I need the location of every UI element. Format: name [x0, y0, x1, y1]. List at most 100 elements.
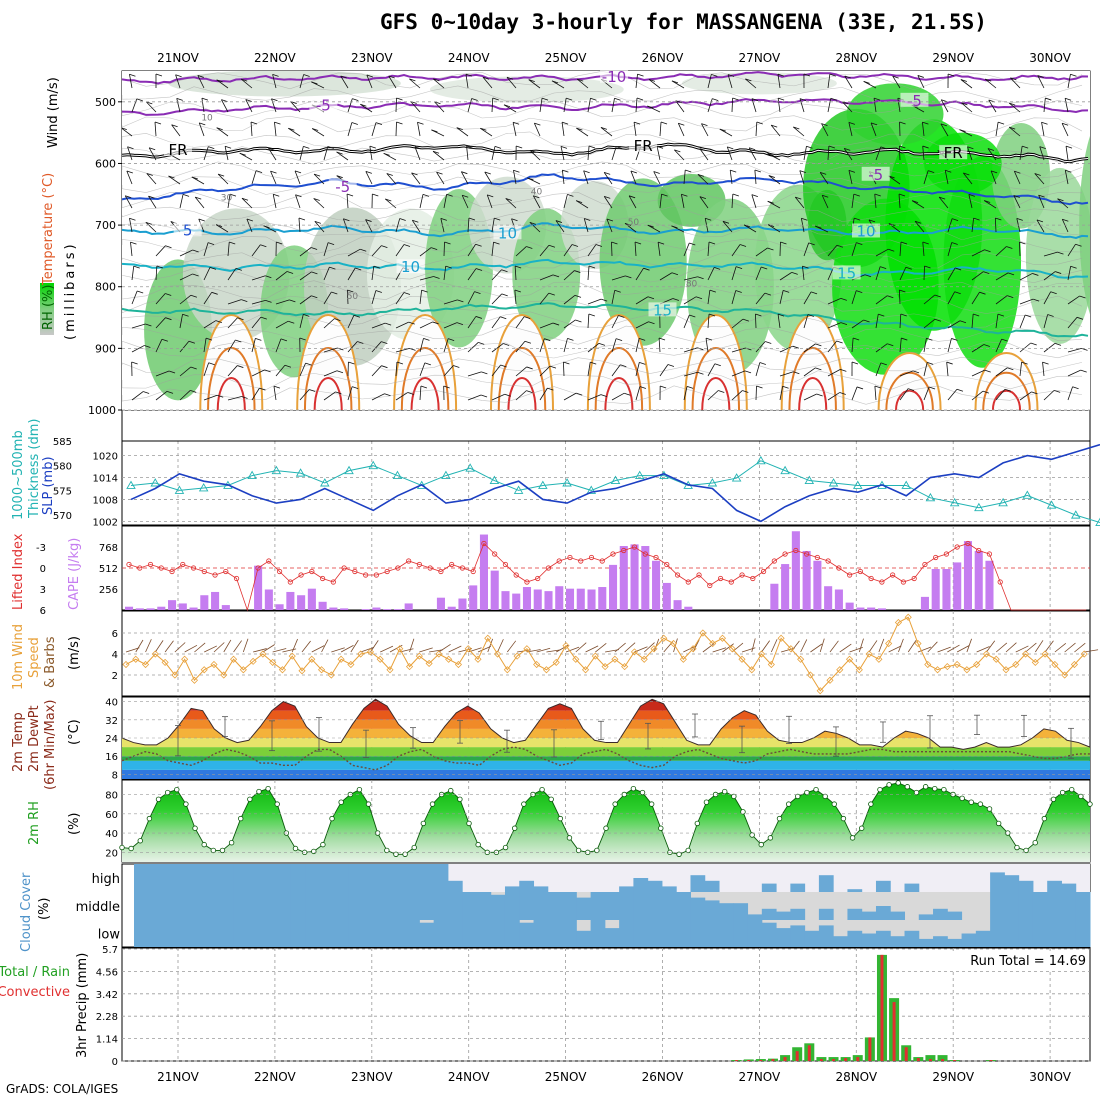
wind-barb-feather — [926, 337, 933, 341]
li-marker — [890, 572, 896, 578]
cloud-cell — [476, 920, 492, 947]
li-marker — [180, 561, 186, 568]
temp-band — [122, 728, 1090, 738]
wind-barb-feather — [588, 145, 596, 149]
wind-barb-feather — [777, 313, 785, 317]
wind-barb — [155, 391, 168, 401]
wind-barb-feather — [1041, 121, 1048, 125]
thickness-marker — [126, 480, 136, 489]
li-marker — [255, 565, 261, 571]
wind-barb-feather — [512, 121, 520, 125]
wind-barb-feather — [468, 217, 476, 221]
wind-barb — [346, 289, 349, 305]
temp2m-unit: (°C) — [67, 719, 82, 745]
warm-plume-outline — [296, 314, 361, 410]
cloud-cell — [733, 903, 749, 920]
date-label-top: 25NOV — [545, 51, 587, 65]
wind-barb-feather — [268, 147, 275, 151]
wind-barb — [707, 267, 715, 281]
cloud-cell — [276, 892, 292, 920]
precip-tick-label: 5.7 — [102, 945, 118, 956]
wind-barb — [443, 338, 449, 353]
wind-barb-feather — [1009, 126, 1016, 130]
wind-barb — [659, 272, 673, 281]
wind10-marker — [396, 645, 404, 653]
wind-barb-feather — [853, 217, 861, 221]
wind-barb-feather — [456, 322, 464, 326]
warm-plume-outline — [683, 314, 748, 410]
wind10-marker — [845, 655, 854, 663]
wind-barb — [635, 267, 644, 281]
li-marker — [900, 579, 907, 585]
wind-barb — [503, 104, 517, 113]
wind-barb-feather — [852, 337, 860, 341]
wind-barb-feather — [1055, 271, 1062, 274]
isotherm-label: 15 — [837, 264, 856, 282]
wind-barb-feather — [1006, 246, 1013, 249]
rh-contour — [122, 160, 1083, 180]
isotherm-label: 5 — [183, 221, 193, 239]
cape-bar — [867, 607, 876, 610]
isotherm-label-bg — [900, 92, 929, 107]
wind-barb-feather — [311, 81, 318, 85]
pressure-tick-label: 600 — [95, 157, 116, 170]
li-marker — [599, 558, 605, 564]
cloud-cell — [847, 889, 863, 892]
wind-barb-feather — [433, 78, 440, 82]
wind-barb-feather — [1031, 391, 1038, 395]
wind10-tick-label: 6 — [112, 629, 118, 640]
wind-barb-feather — [501, 269, 508, 273]
wind-barb-feather — [195, 196, 202, 200]
wind-barb — [395, 244, 405, 257]
wind-barb-feather — [584, 218, 591, 221]
wind-barb — [827, 244, 838, 257]
pressure-tick-label: 700 — [95, 219, 116, 232]
cloud-cell — [504, 886, 520, 892]
wind-barb-feather — [136, 98, 143, 102]
wind-barb — [754, 170, 757, 185]
isotherm-label-bg — [309, 97, 338, 112]
li-marker — [814, 554, 820, 561]
wind-barb-feather — [973, 217, 980, 221]
isotherm-label: 10 — [401, 258, 420, 276]
li-marker — [395, 565, 401, 571]
wind10-barb — [770, 639, 778, 653]
wind-barb-feather — [466, 145, 473, 149]
wind-barb-feather — [742, 390, 749, 393]
cloud-cell — [633, 878, 649, 892]
wind-barb — [409, 78, 421, 89]
wind-barb-feather — [239, 152, 246, 156]
wind-barb — [395, 121, 397, 137]
wind-barb — [539, 365, 551, 377]
wind-barb — [227, 299, 242, 305]
isotherm-label: -5 — [868, 166, 883, 184]
temp2m-fill-group — [122, 699, 1090, 779]
wind-barb — [923, 265, 925, 281]
wind10-marker — [836, 666, 844, 674]
cloud-cell — [1004, 920, 1020, 947]
wind-barb-feather — [851, 361, 859, 365]
wind-barb — [168, 175, 181, 185]
wind-barb — [947, 388, 958, 401]
wind-barb-feather — [1076, 316, 1084, 320]
precip-convective-bar — [868, 1037, 872, 1061]
wind-barb — [1064, 170, 1069, 185]
li-marker — [717, 575, 724, 582]
wind-barb — [851, 194, 855, 209]
wind-barb — [587, 266, 590, 281]
wind-barb — [298, 218, 301, 233]
wind-barb — [227, 365, 238, 377]
wind-barb-feather — [561, 121, 569, 125]
isotherm-label: 10 — [498, 224, 517, 242]
wind-barb — [467, 291, 475, 305]
wind-barb-feather — [759, 362, 766, 365]
warm-plume-inner — [400, 347, 450, 410]
cloud-cell — [975, 930, 991, 947]
wind-barb-feather — [529, 221, 536, 225]
wind-barb-feather — [685, 169, 692, 173]
wind-barb-feather — [686, 385, 694, 389]
wind-barb — [944, 170, 949, 185]
wind10-tick-label: 4 — [112, 650, 118, 661]
wind-barb — [802, 266, 805, 281]
